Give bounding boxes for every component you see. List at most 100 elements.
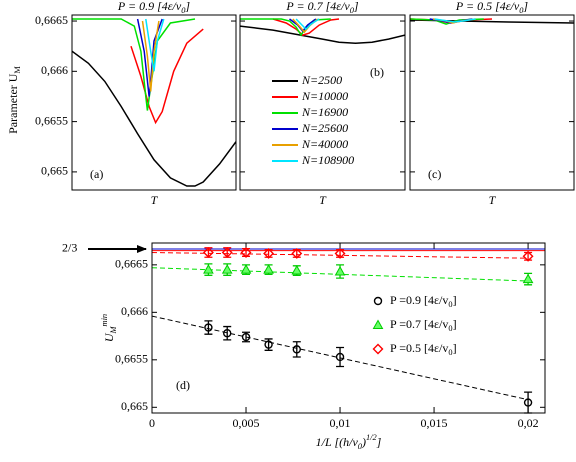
text-part: ] xyxy=(453,317,457,331)
text-part: 0 xyxy=(448,300,452,309)
text-part: P = 0.7 [4ε/v xyxy=(285,0,350,13)
marker xyxy=(204,323,213,332)
marker xyxy=(334,247,346,259)
legend-label: N=25600 xyxy=(301,121,348,135)
frame xyxy=(151,242,546,414)
error-bar xyxy=(223,325,232,341)
marker xyxy=(263,264,274,274)
panel-label: (a) xyxy=(90,167,103,181)
x-tick-label: 0 xyxy=(149,416,155,430)
panel-label: (b) xyxy=(370,65,384,79)
marker xyxy=(221,247,233,258)
text-part: 0 xyxy=(448,324,452,333)
text-part: M xyxy=(109,325,118,334)
panel-label: (d) xyxy=(176,378,190,392)
text-part: ] xyxy=(376,435,382,449)
curve xyxy=(72,50,236,187)
x-axis-label: T xyxy=(151,193,159,207)
text-part: P = 0.9 [4ε/v xyxy=(117,0,182,13)
text-part: Parameter U xyxy=(6,73,20,134)
panel-title: P = 0.7 [4ε/v0] xyxy=(285,0,358,15)
marker xyxy=(291,247,303,259)
text-part: U xyxy=(102,332,116,342)
marker xyxy=(291,265,303,275)
curve xyxy=(141,20,160,92)
error-bar xyxy=(336,346,345,368)
marker xyxy=(523,398,533,407)
text-part: ] xyxy=(184,0,190,13)
y-tick-label: 0,666 xyxy=(121,304,148,318)
panel-title: P = 0.9 [4ε/v0] xyxy=(117,0,190,15)
marker xyxy=(263,247,275,259)
legend-label: P =0.9 [4ε/v0] xyxy=(390,293,457,310)
text-part: P =0.7 [4ε/v xyxy=(390,317,448,331)
text-part: 0 xyxy=(358,442,363,451)
legend-label: P =0.7 [4ε/v0] xyxy=(390,317,457,334)
text-part: min xyxy=(100,314,109,327)
text-part: ) xyxy=(361,435,366,449)
marker xyxy=(335,352,345,362)
text-part: ] xyxy=(353,0,359,13)
x-axis-label: T xyxy=(489,193,497,207)
legend-label: P =0.5 [4ε/v0] xyxy=(390,341,457,358)
x-tick-label: 0,02 xyxy=(518,416,539,430)
marker xyxy=(240,247,252,258)
marker xyxy=(203,264,214,274)
marker xyxy=(373,296,383,306)
y-tick-label: 0,6665 xyxy=(115,257,148,271)
legend-label: N=16900 xyxy=(301,105,348,119)
marker xyxy=(372,319,384,329)
curve xyxy=(72,18,196,111)
marker xyxy=(221,264,233,274)
text-part: 0 xyxy=(448,348,452,357)
legend-label: N=108900 xyxy=(301,153,354,167)
y-tick-label: 0,6665 xyxy=(35,13,68,27)
y-tick-label: 0,6655 xyxy=(115,352,148,366)
y-tick-label: 0,6655 xyxy=(35,113,68,127)
marker xyxy=(241,332,251,342)
x-tick-label: 0,015 xyxy=(421,416,448,430)
marker xyxy=(334,265,346,276)
text-part: 0 xyxy=(350,6,355,15)
annotation: 2/3 xyxy=(62,241,77,255)
panel-title: P = 0.5 [4ε/v0] xyxy=(455,0,528,15)
curve xyxy=(272,18,340,36)
marker xyxy=(522,250,534,262)
y-tick-label: 0,666 xyxy=(41,63,68,77)
marker xyxy=(372,343,384,355)
x-axis-label: T xyxy=(319,193,327,207)
error-bar xyxy=(524,391,533,414)
marker xyxy=(292,345,301,354)
text-part: ] xyxy=(453,293,457,307)
text-part: 1/2 xyxy=(366,433,377,442)
frame xyxy=(409,14,575,191)
text-part: P =0.9 [4ε/v xyxy=(390,293,448,307)
y-tick-label: 0,665 xyxy=(41,164,68,178)
error-bar xyxy=(204,320,213,335)
panel-label: (c) xyxy=(428,167,441,181)
frame xyxy=(239,14,406,191)
marker xyxy=(522,273,534,284)
text-part: 0 xyxy=(181,6,186,15)
marker xyxy=(223,329,232,338)
marker xyxy=(202,247,214,258)
text-part: ] xyxy=(453,341,457,355)
marker xyxy=(240,264,252,274)
frame xyxy=(71,14,237,191)
text-part: ] xyxy=(522,0,528,13)
text-part: M xyxy=(13,66,22,74)
text-part: 1/L [(h/v xyxy=(316,435,359,449)
legend-label: N=40000 xyxy=(301,137,348,151)
x-tick-label: 0,01 xyxy=(330,416,351,430)
text-part: P = 0.5 [4ε/v xyxy=(455,0,520,13)
legend-label: N=2500 xyxy=(301,73,342,87)
y-axis-label: UMmin xyxy=(100,314,118,342)
curve xyxy=(295,18,320,31)
y-axis-label: Parameter UM xyxy=(6,66,23,134)
text-part: 0 xyxy=(519,6,524,15)
marker xyxy=(264,340,273,349)
curve xyxy=(130,28,204,125)
text-part: P =0.5 [4ε/v xyxy=(390,341,448,355)
error-bar xyxy=(292,341,301,358)
